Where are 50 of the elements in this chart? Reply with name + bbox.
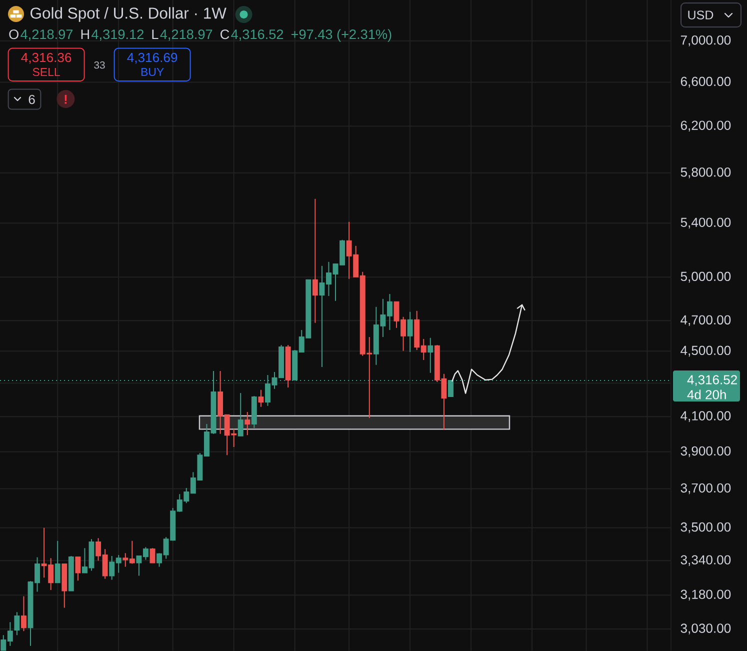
annotation: 4,316.69: [127, 52, 178, 64]
y-tick-label: 3,900.00: [680, 446, 731, 458]
annotation: 33: [94, 61, 105, 69]
ref-line-label: 4,316.52: [687, 375, 737, 386]
candlestick: [68, 555, 74, 592]
y-tick-label: 3,030.00: [680, 624, 731, 634]
y-tick-label: 6,600.00: [680, 76, 731, 88]
candlestick: [251, 395, 257, 428]
y-tick-label: 5,800.00: [680, 168, 731, 178]
candlestick: [75, 556, 81, 582]
y-tick-label: 3,700.00: [680, 483, 731, 494]
text: USD: [688, 10, 714, 20]
candlestick: [285, 344, 291, 388]
y-tick-label: 4,700.00: [680, 315, 731, 326]
annotation: 6: [28, 94, 35, 104]
annotation: 4,316.36: [21, 52, 72, 64]
annotation: 4,319.12: [92, 30, 144, 41]
y-tick-label: 6,200.00: [680, 120, 731, 132]
candlestick: [312, 198, 318, 324]
y-tick-label: 5,400.00: [680, 218, 731, 229]
annotation: 4,218.97: [160, 30, 212, 41]
candlestick: [54, 540, 60, 584]
y-tick-label: 5,000.00: [680, 272, 731, 283]
candlestick: [238, 392, 244, 436]
candlestick: [20, 596, 26, 632]
annotation: SELL: [32, 68, 60, 76]
annotation: !: [64, 94, 67, 104]
chart-title: Gold Spot / U.S. Dollar · 1W: [30, 7, 226, 22]
annotation: L: [152, 30, 158, 39]
y-tick-label: 7,000.00: [680, 35, 731, 46]
annotation: 4,316.52: [231, 30, 284, 41]
y-tick-label: 3,340.00: [680, 555, 731, 566]
annotation: BUY: [141, 68, 164, 76]
candlestick: [407, 311, 413, 352]
y-tick-label: 3,500.00: [680, 522, 731, 534]
text: 4d 20h: [687, 390, 726, 400]
annotation: C: [220, 30, 230, 40]
candlestick: [428, 337, 434, 374]
candlestick: [62, 564, 68, 608]
y-tick-label: 4,100.00: [680, 411, 731, 422]
candlestick: [448, 380, 454, 397]
candlestick: [258, 389, 264, 408]
annotation: 4,218.97: [20, 30, 73, 41]
annotation: H: [81, 30, 89, 39]
annotation: +97.43 (+2.31%): [291, 29, 392, 42]
annotation: O: [9, 30, 18, 40]
candlestick: [244, 411, 250, 436]
y-tick-label: 3,180.00: [680, 590, 731, 601]
candlestick: [14, 612, 20, 636]
y-tick-label: 4,500.00: [680, 346, 731, 357]
